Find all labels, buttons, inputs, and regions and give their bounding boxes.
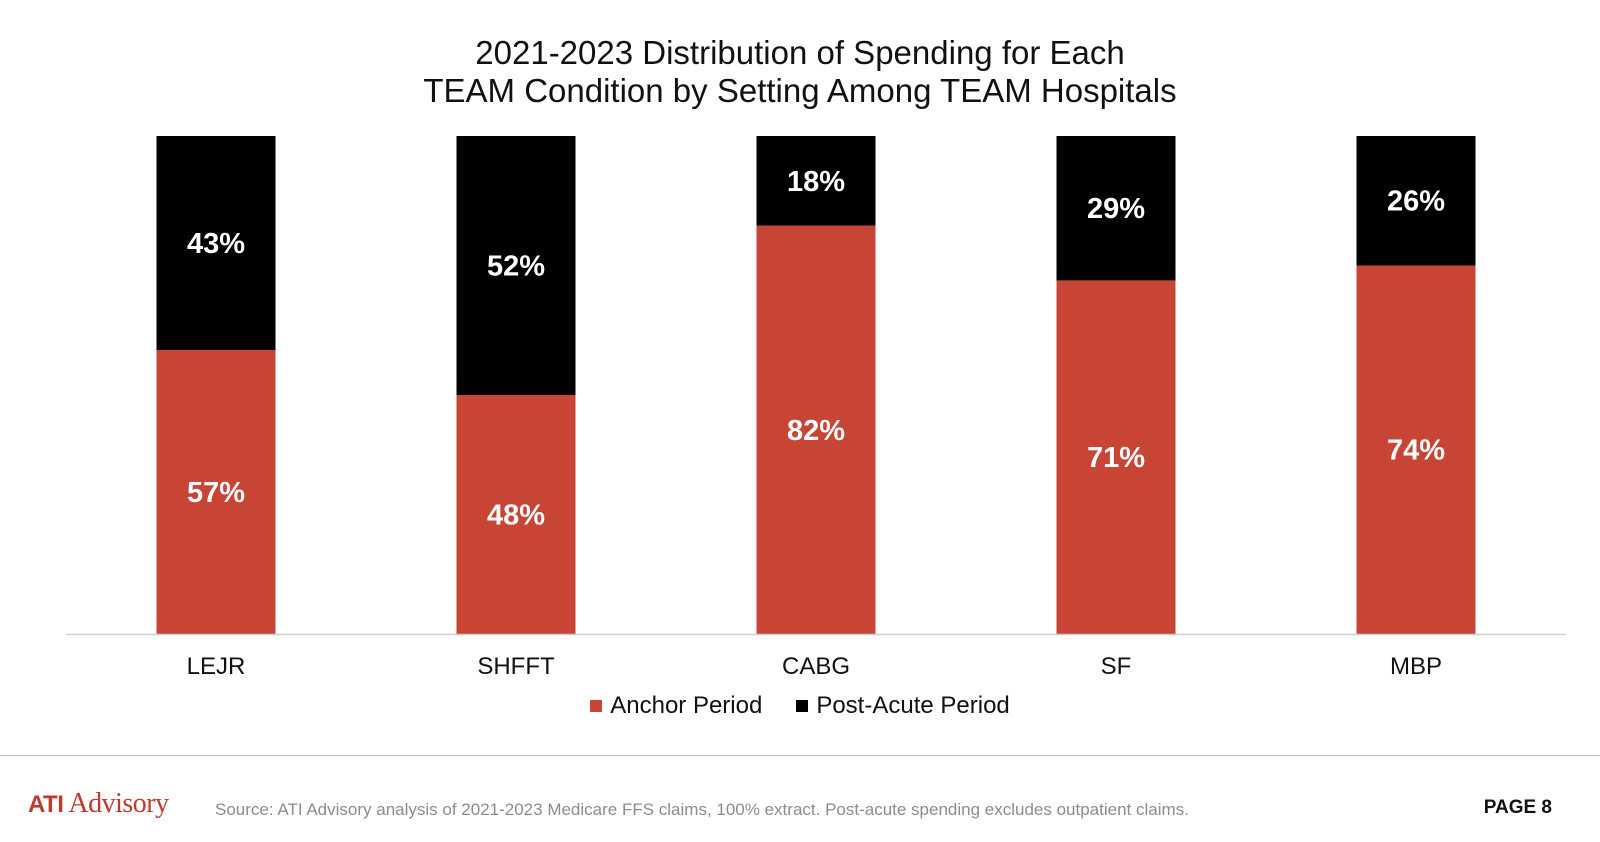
page-number: PAGE 8 — [1483, 797, 1552, 818]
legend-item-anchor-period: Anchor Period — [590, 692, 762, 720]
data-label-anchor-period-shfft: 48% — [487, 499, 545, 531]
legend-swatch-anchor-period — [590, 700, 603, 712]
data-label-anchor-period-sf: 71% — [1087, 442, 1145, 474]
legend-label-anchor-period: Anchor Period — [610, 692, 763, 719]
bar-post-acute-period-mbp — [1356, 136, 1476, 266]
data-label-anchor-period-cabg: 82% — [787, 415, 845, 447]
bar-anchor-period-shfft — [456, 394, 576, 634]
x-tick-label-shfft: SHFFT — [477, 653, 555, 680]
data-label-post-acute-period-sf: 29% — [1087, 193, 1145, 225]
legend-label-post-acute-period: Post-Acute Period — [816, 692, 1010, 719]
legend-swatch-post-acute-period — [796, 700, 809, 712]
bar-anchor-period-cabg — [756, 225, 876, 634]
data-label-anchor-period-lejr: 57% — [187, 477, 245, 509]
bar-anchor-period-mbp — [1356, 265, 1476, 634]
bar-post-acute-period-lejr — [156, 136, 276, 351]
data-label-post-acute-period-shfft: 52% — [487, 250, 545, 282]
source-note: Source: ATI Advisory analysis of 2021-20… — [215, 800, 1189, 819]
x-tick-label-lejr: LEJR — [187, 653, 246, 680]
data-label-anchor-period-mbp: 74% — [1387, 435, 1445, 467]
chart-title-line-2: TEAM Condition by Setting Among TEAM Hos… — [423, 72, 1177, 109]
bar-post-acute-period-cabg — [756, 136, 876, 226]
ati-advisory-logo: ATI Advisory — [28, 788, 169, 820]
bar-anchor-period-sf — [1056, 280, 1176, 634]
legend-item-post-acute-period: Post-Acute Period — [796, 692, 1010, 720]
chart-legend: Anchor Period Post-Acute Period — [0, 692, 1600, 720]
logo-ati-text: ATI — [28, 791, 64, 818]
data-label-post-acute-period-mbp: 26% — [1387, 186, 1445, 218]
x-tick-label-sf: SF — [1101, 653, 1132, 680]
data-label-post-acute-period-cabg: 18% — [787, 166, 845, 198]
footer-divider — [0, 755, 1600, 756]
bar-post-acute-period-sf — [1056, 136, 1176, 281]
chart-title-line-1: 2021-2023 Distribution of Spending for E… — [475, 34, 1125, 71]
chart-title: 2021-2023 Distribution of Spending for E… — [0, 34, 1600, 110]
x-tick-label-mbp: MBP — [1390, 653, 1442, 680]
bar-anchor-period-lejr — [156, 350, 276, 634]
stacked-bar-chart: 57% 43% LEJR 48% 52% SHFFT 82% 18% CABG 71% 29% SF 7… — [66, 136, 1566, 680]
data-label-post-acute-period-lejr: 43% — [187, 228, 245, 260]
logo-advisory-text: Advisory — [68, 788, 169, 819]
x-tick-label-cabg: CABG — [782, 653, 850, 680]
bar-post-acute-period-shfft — [456, 136, 576, 395]
